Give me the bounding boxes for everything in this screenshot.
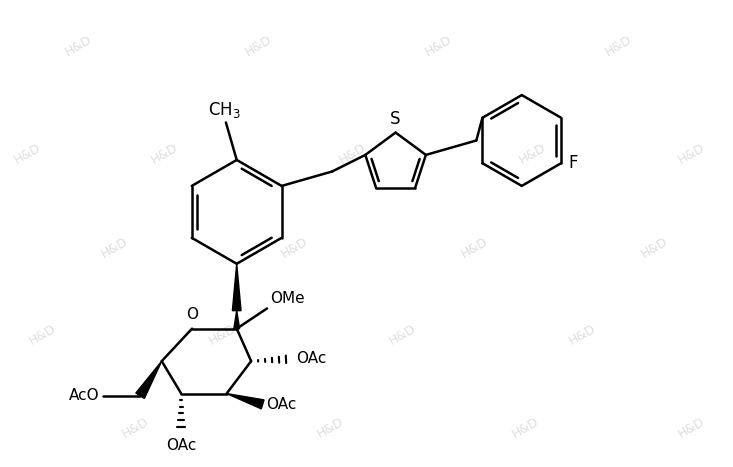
Polygon shape (234, 311, 240, 329)
Text: H&D: H&D (243, 33, 274, 59)
Text: H&D: H&D (98, 235, 130, 261)
Text: F: F (568, 154, 578, 172)
Text: S: S (391, 110, 401, 127)
Text: H&D: H&D (207, 322, 238, 347)
Text: OMe: OMe (270, 290, 304, 305)
Text: H&D: H&D (459, 235, 490, 261)
Text: H&D: H&D (149, 142, 180, 167)
Text: H&D: H&D (279, 235, 310, 261)
Text: CH$_3$: CH$_3$ (208, 99, 241, 120)
Text: H&D: H&D (120, 415, 152, 441)
Text: H&D: H&D (675, 142, 707, 167)
Text: H&D: H&D (62, 33, 94, 59)
Text: OAc: OAc (266, 397, 297, 412)
Text: H&D: H&D (12, 142, 43, 167)
Text: H&D: H&D (517, 142, 548, 167)
Text: H&D: H&D (314, 415, 346, 441)
Polygon shape (226, 394, 264, 409)
Text: H&D: H&D (603, 33, 635, 59)
Text: H&D: H&D (567, 322, 599, 347)
Text: H&D: H&D (387, 322, 419, 347)
Text: OAc: OAc (297, 352, 327, 367)
Text: OAc: OAc (166, 438, 196, 453)
Polygon shape (232, 264, 241, 311)
Polygon shape (136, 361, 162, 398)
Text: H&D: H&D (423, 33, 454, 59)
Text: AcO: AcO (68, 388, 99, 403)
Text: O: O (186, 307, 198, 322)
Text: H&D: H&D (639, 235, 671, 261)
Text: H&D: H&D (509, 415, 541, 441)
Text: H&D: H&D (336, 142, 368, 167)
Text: H&D: H&D (675, 415, 707, 441)
Text: H&D: H&D (26, 322, 58, 347)
